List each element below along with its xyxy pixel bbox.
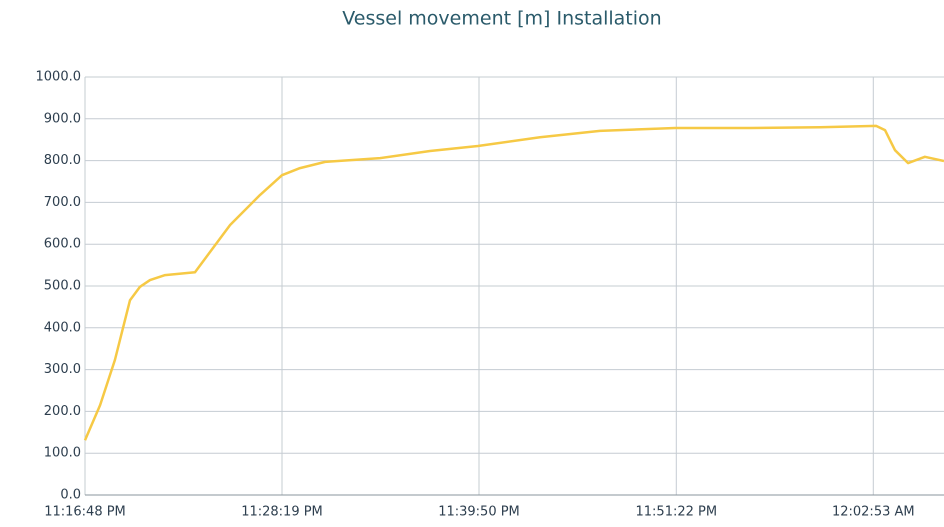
y-tick-label: 200.0 (44, 404, 81, 419)
y-tick-label: 600.0 (44, 237, 81, 252)
y-tick-label: 500.0 (44, 279, 81, 294)
y-tick-label: 900.0 (44, 111, 81, 126)
y-tick-label: 100.0 (44, 446, 81, 461)
y-tick-label: 400.0 (44, 320, 81, 335)
x-tick-label: 11:16:48 PM (44, 505, 126, 520)
x-tick-label: 11:51:22 PM (636, 505, 718, 520)
chart-title: Vessel movement [m] Installation (342, 8, 661, 30)
x-tick-label: 11:28:19 PM (241, 505, 323, 520)
y-tick-label: 700.0 (44, 195, 81, 210)
y-tick-label: 800.0 (44, 153, 81, 168)
x-tick-label: 12:02:53 AM (832, 505, 915, 520)
y-tick-label: 300.0 (44, 362, 81, 377)
data-line (83, 124, 944, 441)
y-tick-label: 0.0 (60, 488, 81, 503)
x-tick-label: 11:39:50 PM (438, 505, 520, 520)
y-tick-label: 1000.0 (36, 70, 82, 85)
